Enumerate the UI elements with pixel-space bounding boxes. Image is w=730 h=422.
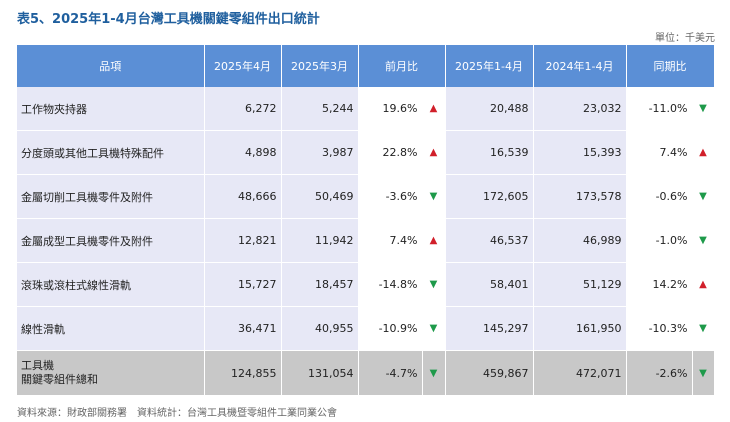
col-header-mar-2025: 2025年3月 <box>281 45 359 87</box>
row-yoy: 14.2% <box>626 262 693 307</box>
row-apr-2025: 15,727 <box>204 262 282 307</box>
yoy-arrow-icon: ▼ <box>692 87 715 131</box>
table-title: 表5、2025年1-4月台灣工具機關鍵零組件出口統計 <box>17 12 320 27</box>
row-mom: -3.6% <box>358 174 423 219</box>
table-row: 金屬成型工具機零件及附件 12,821 11,942 7.4% ▲ 46,537 46,98… <box>17 218 715 263</box>
row-apr-2025: 36,471 <box>204 306 282 351</box>
row-ytd-2025: 145,297 <box>445 306 534 351</box>
row-name: 金屬成型工具機零件及附件 <box>17 218 205 263</box>
mom-arrow-icon: ▲ <box>422 218 446 263</box>
total-mar: 131,054 <box>281 350 359 396</box>
row-ytd-2024: 15,393 <box>533 130 627 175</box>
row-ytd-2025: 16,539 <box>445 130 534 175</box>
row-mom: -10.9% <box>358 306 423 351</box>
yoy-arrow-icon: ▲ <box>692 130 715 175</box>
header-row: 品項 2025年4月 2025年3月 前月比 2025年1-4月 2024年1-… <box>17 45 715 87</box>
row-ytd-2024: 23,032 <box>533 87 627 131</box>
row-mom: -14.8% <box>358 262 423 307</box>
table-row: 分度頭或其他工具機特殊配件 4,898 3,987 22.8% ▲ 16,539 15,39… <box>17 130 715 175</box>
table-row: 滾珠或滾柱式線性滑軌 15,727 18,457 -14.8% ▼ 58,401 51,12… <box>17 262 715 307</box>
row-apr-2025: 6,272 <box>204 87 282 131</box>
row-apr-2025: 48,666 <box>204 174 282 219</box>
row-ytd-2025: 172,605 <box>445 174 534 219</box>
row-mar-2025: 5,244 <box>281 87 359 131</box>
row-yoy: -1.0% <box>626 218 693 263</box>
row-mar-2025: 50,469 <box>281 174 359 219</box>
table-row: 線性滑軌 36,471 40,955 -10.9% ▼ 145,297 161,950 -10… <box>17 306 715 351</box>
row-yoy: -10.3% <box>626 306 693 351</box>
total-ytd-2025: 459,867 <box>445 350 534 396</box>
col-header-apr-2025: 2025年4月 <box>204 45 282 87</box>
row-ytd-2024: 46,989 <box>533 218 627 263</box>
total-mom: -4.7% <box>358 350 423 396</box>
mom-arrow-icon: ▲ <box>422 87 446 131</box>
mom-arrow-icon: ▼ <box>422 306 446 351</box>
mom-arrow-icon: ▼ <box>422 262 446 307</box>
row-ytd-2025: 46,537 <box>445 218 534 263</box>
row-name: 分度頭或其他工具機特殊配件 <box>17 130 205 175</box>
row-mar-2025: 11,942 <box>281 218 359 263</box>
total-row: 工具機 關鍵零組件總和 124,855 131,054 -4.7% ▼ 459,8… <box>17 350 715 396</box>
total-yoy-arrow-icon: ▼ <box>692 350 715 396</box>
row-mar-2025: 18,457 <box>281 262 359 307</box>
row-name: 金屬切削工具機零件及附件 <box>17 174 205 219</box>
source-footer: 資料來源：財政部關務署 資料統計：台灣工具機暨零組件工業同業公會 <box>17 408 337 419</box>
row-apr-2025: 12,821 <box>204 218 282 263</box>
table-row: 金屬切削工具機零件及附件 48,666 50,469 -3.6% ▼ 172,605 173… <box>17 174 715 219</box>
col-header-item: 品項 <box>17 45 205 87</box>
row-ytd-2025: 20,488 <box>445 87 534 131</box>
row-ytd-2024: 51,129 <box>533 262 627 307</box>
total-mom-arrow-icon: ▼ <box>422 350 446 396</box>
total-ytd-2024: 472,071 <box>533 350 627 396</box>
total-name: 工具機 關鍵零組件總和 <box>17 350 205 396</box>
row-yoy: 7.4% <box>626 130 693 175</box>
yoy-arrow-icon: ▼ <box>692 306 715 351</box>
table-row: 工作物夾持器 6,272 5,244 19.6% ▲ 20,488 23,032 -11.0%… <box>17 87 715 131</box>
total-yoy: -2.6% <box>626 350 693 396</box>
total-name-line1: 工具機 <box>21 359 54 372</box>
row-mom: 22.8% <box>358 130 423 175</box>
unit-label: 單位：千美元 <box>655 33 715 44</box>
col-header-yoy: 同期比 <box>626 45 715 87</box>
row-mom: 19.6% <box>358 87 423 131</box>
row-ytd-2025: 58,401 <box>445 262 534 307</box>
row-mar-2025: 3,987 <box>281 130 359 175</box>
yoy-arrow-icon: ▼ <box>692 174 715 219</box>
mom-arrow-icon: ▼ <box>422 174 446 219</box>
row-mar-2025: 40,955 <box>281 306 359 351</box>
mom-arrow-icon: ▲ <box>422 130 446 175</box>
total-name-line2: 關鍵零組件總和 <box>21 373 98 386</box>
row-name: 滾珠或滾柱式線性滑軌 <box>17 262 205 307</box>
col-header-ytd-2024: 2024年1-4月 <box>533 45 627 87</box>
row-apr-2025: 4,898 <box>204 130 282 175</box>
row-name: 工作物夾持器 <box>17 87 205 131</box>
row-name: 線性滑軌 <box>17 306 205 351</box>
row-ytd-2024: 173,578 <box>533 174 627 219</box>
row-yoy: -0.6% <box>626 174 693 219</box>
yoy-arrow-icon: ▼ <box>692 218 715 263</box>
col-header-ytd-2025: 2025年1-4月 <box>445 45 534 87</box>
row-ytd-2024: 161,950 <box>533 306 627 351</box>
row-mom: 7.4% <box>358 218 423 263</box>
total-apr: 124,855 <box>204 350 282 396</box>
yoy-arrow-icon: ▲ <box>692 262 715 307</box>
col-header-mom: 前月比 <box>358 45 446 87</box>
export-stats-table: 品項 2025年4月 2025年3月 前月比 2025年1-4月 2024年1-… <box>17 45 715 396</box>
row-yoy: -11.0% <box>626 87 693 131</box>
